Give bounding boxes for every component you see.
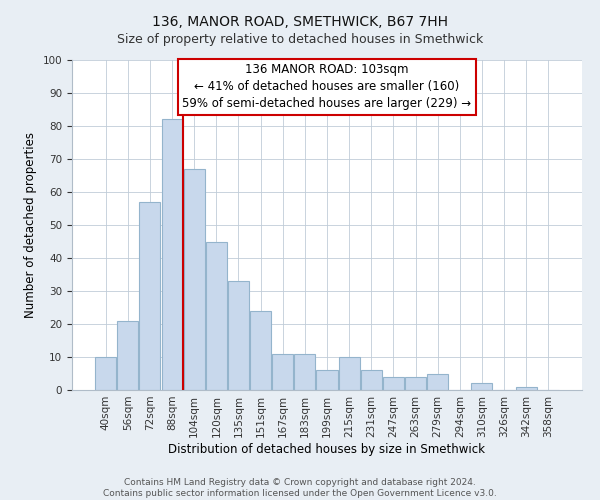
Bar (184, 169, 205, 390)
Text: 136 MANOR ROAD: 103sqm
← 41% of detached houses are smaller (160)
59% of semi-de: 136 MANOR ROAD: 103sqm ← 41% of detached… (182, 64, 472, 110)
Bar (139, 202, 160, 390)
Bar (316, 370, 338, 390)
Bar (161, 120, 182, 390)
Bar (338, 357, 359, 390)
Bar (206, 242, 227, 390)
Bar (361, 370, 382, 390)
Bar (228, 281, 249, 390)
Bar (118, 320, 139, 390)
Text: Contains HM Land Registry data © Crown copyright and database right 2024.
Contai: Contains HM Land Registry data © Crown c… (103, 478, 497, 498)
Bar (472, 384, 493, 390)
Bar (405, 377, 426, 390)
Bar (427, 374, 448, 390)
Text: 136, MANOR ROAD, SMETHWICK, B67 7HH: 136, MANOR ROAD, SMETHWICK, B67 7HH (152, 15, 448, 29)
Bar (295, 354, 316, 390)
Bar (250, 311, 271, 390)
Bar (515, 386, 536, 390)
Bar (95, 357, 116, 390)
Y-axis label: Number of detached properties: Number of detached properties (24, 132, 37, 318)
X-axis label: Distribution of detached houses by size in Smethwick: Distribution of detached houses by size … (169, 442, 485, 456)
Bar (383, 377, 404, 390)
Text: Size of property relative to detached houses in Smethwick: Size of property relative to detached ho… (117, 32, 483, 46)
Bar (272, 354, 293, 390)
